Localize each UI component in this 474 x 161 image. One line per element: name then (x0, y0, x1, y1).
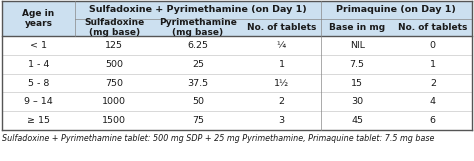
Text: 15: 15 (351, 79, 363, 87)
Text: 75: 75 (192, 116, 204, 125)
Text: 6.25: 6.25 (187, 41, 209, 50)
Text: No. of tablets: No. of tablets (247, 23, 316, 32)
Text: 1500: 1500 (102, 116, 126, 125)
Bar (2, 55, 472, 74)
Bar (2, 36, 472, 55)
Text: 500: 500 (105, 60, 123, 69)
Bar (2, 1, 472, 19)
Text: Primaquine (on Day 1): Primaquine (on Day 1) (337, 5, 456, 14)
Text: Sulfadoxine
(mg base): Sulfadoxine (mg base) (84, 18, 144, 37)
Bar (2, 74, 472, 92)
Text: 0: 0 (430, 41, 436, 50)
Bar (2, 1, 75, 36)
Text: 6: 6 (430, 116, 436, 125)
Text: 4: 4 (430, 97, 436, 106)
Text: 1000: 1000 (102, 97, 126, 106)
Text: 1: 1 (278, 60, 284, 69)
Text: 1: 1 (430, 60, 436, 69)
Text: 45: 45 (351, 116, 363, 125)
Text: 30: 30 (351, 97, 363, 106)
Text: 1 - 4: 1 - 4 (28, 60, 49, 69)
Text: 50: 50 (192, 97, 204, 106)
Text: 1½: 1½ (274, 79, 289, 87)
Text: 25: 25 (192, 60, 204, 69)
Bar (2, 111, 472, 130)
Text: No. of tablets: No. of tablets (398, 23, 467, 32)
Text: Base in mg: Base in mg (329, 23, 385, 32)
Text: 2: 2 (278, 97, 284, 106)
Text: 3: 3 (278, 116, 284, 125)
Bar (2, 19, 472, 36)
Text: Age in
years: Age in years (22, 9, 55, 28)
Text: 7.5: 7.5 (350, 60, 365, 69)
Text: Sulfadoxine + Pyrimethamine tablet: 500 mg SDP + 25 mg Pyrimethamine, Primaquine: Sulfadoxine + Pyrimethamine tablet: 500 … (2, 134, 434, 143)
Text: 5 - 8: 5 - 8 (28, 79, 49, 87)
Text: ≥ 15: ≥ 15 (27, 116, 50, 125)
Text: 37.5: 37.5 (187, 79, 209, 87)
Text: NIL: NIL (350, 41, 365, 50)
Text: ¼: ¼ (277, 41, 286, 50)
Text: Pyrimethamine
(mg base): Pyrimethamine (mg base) (159, 18, 237, 37)
Text: 2: 2 (430, 79, 436, 87)
Text: 125: 125 (105, 41, 123, 50)
Text: Sulfadoxine + Pyrimethamine (on Day 1): Sulfadoxine + Pyrimethamine (on Day 1) (89, 5, 307, 14)
Text: 9 – 14: 9 – 14 (24, 97, 53, 106)
Text: 750: 750 (105, 79, 123, 87)
Text: < 1: < 1 (30, 41, 47, 50)
Bar (2, 92, 472, 111)
